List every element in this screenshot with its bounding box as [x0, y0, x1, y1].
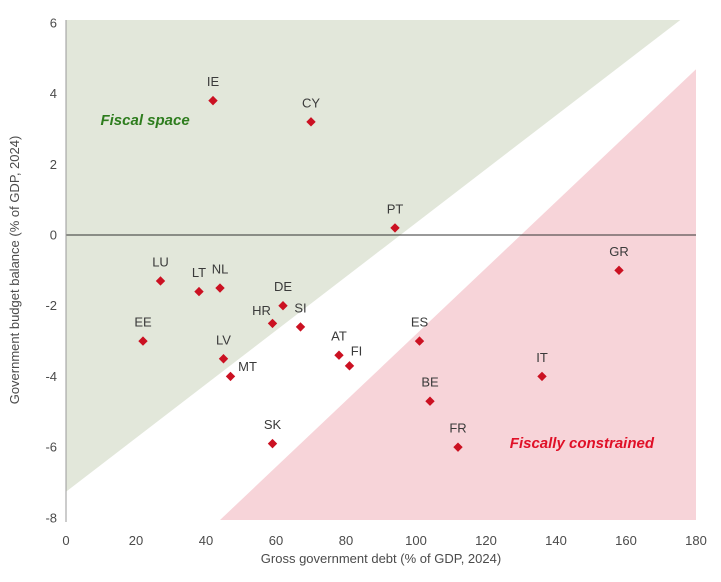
x-tick-label: 20: [129, 533, 143, 548]
point-label-LT: LT: [192, 265, 206, 280]
data-point-LV: [218, 354, 229, 364]
annotation-fiscally-constrained-label: Fiscally constrained: [510, 435, 655, 452]
point-label-IE: IE: [207, 74, 220, 89]
point-label-BE: BE: [421, 375, 439, 390]
region-fiscally-constrained: [220, 69, 696, 520]
region-fiscal-space: [66, 20, 681, 492]
point-label-HR: HR: [252, 303, 271, 318]
x-tick-label: 40: [199, 533, 213, 548]
data-point-PT: [390, 223, 400, 233]
point-label-AT: AT: [331, 329, 347, 344]
data-point-DE: [278, 301, 288, 311]
data-point-MT: [225, 371, 236, 382]
data-point-FI: [344, 361, 355, 371]
point-label-SI: SI: [294, 300, 306, 315]
data-point-FR: [453, 442, 463, 452]
point-label-EE: EE: [134, 315, 152, 330]
annotation-fiscal-space-label: Fiscal space: [100, 112, 189, 129]
data-point-SI: [295, 322, 306, 332]
point-label-NL: NL: [212, 262, 229, 277]
point-label-PT: PT: [387, 201, 404, 216]
point-label-MT: MT: [238, 359, 257, 374]
x-tick-label: 140: [545, 533, 567, 548]
y-tick-label: -6: [45, 440, 57, 455]
point-label-IT: IT: [536, 350, 548, 365]
data-point-EE: [138, 336, 148, 346]
x-tick-label: 180: [685, 533, 707, 548]
point-label-LV: LV: [216, 332, 231, 347]
data-point-LU: [155, 276, 166, 286]
x-axis-title: Gross government debt (% of GDP, 2024): [260, 551, 502, 566]
x-tick-label: 80: [339, 533, 353, 548]
data-point-IT: [537, 371, 547, 382]
y-tick-label: -2: [45, 298, 57, 313]
data-point-HR: [267, 318, 278, 329]
point-label-LU: LU: [152, 254, 169, 269]
data-point-LT: [194, 286, 204, 297]
point-label-DE: DE: [274, 279, 292, 294]
y-tick-label: 6: [50, 15, 57, 30]
x-tick-label: 160: [615, 533, 637, 548]
point-label-GR: GR: [609, 244, 629, 259]
y-tick-label: 2: [50, 157, 57, 172]
data-point-GR: [614, 265, 624, 276]
data-point-NL: [215, 283, 225, 293]
point-label-ES: ES: [411, 315, 429, 330]
point-label-FI: FI: [351, 343, 363, 358]
point-label-SK: SK: [264, 417, 282, 432]
data-point-IE: [208, 95, 218, 106]
data-point-CY: [306, 117, 316, 127]
y-tick-label: -4: [45, 369, 57, 384]
point-label-FR: FR: [449, 421, 466, 436]
data-point-ES: [414, 336, 425, 346]
y-tick-label: 4: [50, 86, 57, 101]
x-tick-label: 0: [62, 533, 69, 548]
y-tick-label: 0: [50, 227, 57, 242]
point-label-CY: CY: [302, 95, 320, 110]
data-point-BE: [425, 396, 435, 406]
x-tick-label: 100: [405, 533, 427, 548]
x-tick-label: 120: [475, 533, 497, 548]
data-point-AT: [334, 350, 344, 360]
data-point-SK: [267, 438, 278, 449]
x-tick-label: 60: [269, 533, 283, 548]
y-tick-label: -8: [45, 510, 57, 525]
